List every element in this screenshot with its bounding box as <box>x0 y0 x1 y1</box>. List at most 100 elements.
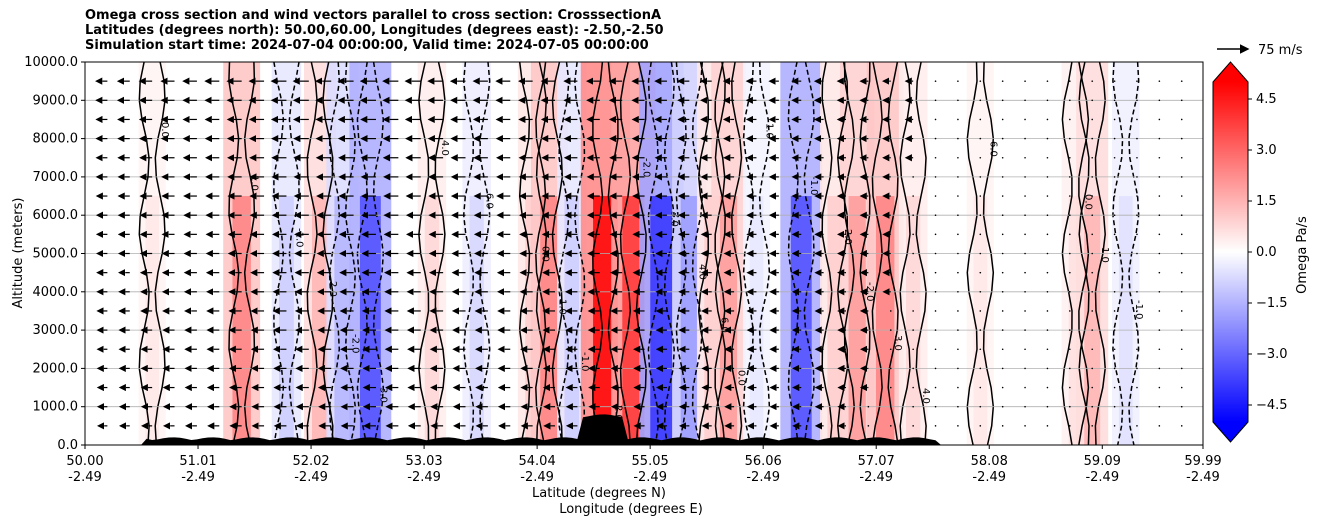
contour-label: 6.0 <box>719 317 730 333</box>
wind-vector <box>1113 137 1116 140</box>
y-tick-label: 3000.0 <box>33 323 79 338</box>
wind-vector <box>979 118 982 121</box>
wind-vector <box>1113 233 1116 236</box>
wind-vector <box>1113 329 1116 331</box>
contour-label: 2.0 <box>327 281 338 297</box>
wind-vector <box>1091 80 1094 82</box>
x-tick-label-lat: 55.05 <box>632 454 669 469</box>
wind-vector <box>979 405 982 408</box>
omega-band-core <box>279 196 294 445</box>
y-tick-label: 4000.0 <box>33 285 79 300</box>
omega-band-core <box>232 196 251 445</box>
omega-band-core <box>719 196 738 445</box>
x-tick-label-lon: -2.49 <box>633 470 667 485</box>
wind-vector <box>1069 195 1071 197</box>
y-tick-label: 9000.0 <box>33 93 79 108</box>
wind-vector <box>1024 405 1026 408</box>
wind-vector <box>889 425 892 427</box>
wind-vector <box>1113 214 1116 216</box>
contour-label: 6.0 <box>987 141 998 157</box>
wind-vector <box>1158 348 1161 351</box>
wind-vector <box>979 233 982 236</box>
y-axis-label: Altitude (meters) <box>11 198 26 309</box>
wind-vector <box>1001 386 1004 389</box>
wind-vector <box>1180 176 1183 178</box>
contour-label: 4.0 <box>696 264 707 280</box>
contour-label: 1.0 <box>1099 247 1110 263</box>
wind-vector <box>1113 99 1116 102</box>
omega-band-core <box>827 196 843 445</box>
wind-vector <box>957 80 959 82</box>
y-tick-label: 1000.0 <box>33 400 79 415</box>
wind-vector <box>1001 176 1004 178</box>
wind-vector <box>1024 252 1026 255</box>
colorbar-tick-label: 4.5 <box>1256 92 1277 107</box>
x-tick-label-lat: 51.01 <box>179 454 216 469</box>
wind-vector <box>1136 80 1138 82</box>
contour-label: 3.0 <box>377 387 388 403</box>
wind-vector <box>1113 310 1116 312</box>
contour-label: 0.0 <box>159 122 170 138</box>
wind-vector <box>979 80 982 82</box>
wind-vector <box>934 405 937 408</box>
wind-vector <box>1024 310 1026 312</box>
wind-vector <box>1069 99 1071 102</box>
y-tick-label: 10000.0 <box>24 55 78 70</box>
wind-vector <box>1158 405 1161 408</box>
wind-vector <box>912 367 914 370</box>
contour-label: -2.0 <box>349 334 360 354</box>
omega-band-core <box>906 196 921 445</box>
wind-vector <box>912 425 914 427</box>
wind-vector <box>1001 271 1004 274</box>
wind-vector <box>1091 425 1094 427</box>
wind-vector <box>1158 310 1161 312</box>
wind-vector <box>979 137 982 140</box>
wind-vector <box>957 329 959 331</box>
contour-label: 0.0 <box>735 370 746 386</box>
wind-vector <box>1180 291 1183 293</box>
wind-vector <box>1001 425 1004 427</box>
wind-vector <box>1113 291 1116 293</box>
wind-vector <box>934 386 937 389</box>
wind-vector <box>1046 425 1049 427</box>
wind-vector <box>934 118 937 121</box>
wind-vector <box>912 310 914 312</box>
omega-band-core <box>973 196 988 445</box>
wind-vector <box>1113 348 1116 351</box>
wind-vector <box>957 348 959 351</box>
colorbar: 4.5 3.0 1.5 0.0 −1.5 −3.0 −4.5 <box>1212 61 1288 443</box>
wind-vector <box>979 99 982 102</box>
x-tick-label-lat: 53.03 <box>405 454 442 469</box>
contour-label: 2.0 <box>612 405 623 421</box>
wind-vector <box>934 214 937 216</box>
wind-vector <box>1180 310 1183 312</box>
wind-vector <box>912 329 914 331</box>
wind-vector <box>1180 137 1183 140</box>
y-tick-label: 6000.0 <box>33 208 79 223</box>
wind-vector <box>1136 291 1138 293</box>
wind-vector <box>1091 329 1094 331</box>
wind-vector <box>1024 233 1026 236</box>
wind-vector <box>1046 214 1049 216</box>
omega-band-core <box>564 196 580 445</box>
wind-vector <box>1001 252 1004 255</box>
x-tick-label-lon: -2.49 <box>859 470 893 485</box>
wind-vector <box>867 405 870 408</box>
wind-vector <box>912 233 914 236</box>
contour-label: -2.0 <box>640 158 651 178</box>
contour-label: 1.0 <box>249 175 260 191</box>
wind-vector <box>1001 367 1004 370</box>
wind-vector <box>1091 405 1094 408</box>
wind-vector <box>934 329 937 331</box>
contour-label: 4.0 <box>920 388 931 404</box>
wind-vector <box>1024 329 1026 331</box>
wind-vector <box>1001 156 1004 159</box>
wind-vector <box>1136 99 1138 102</box>
wind-vector <box>1024 118 1026 121</box>
wind-vector <box>1024 195 1026 197</box>
wind-vector <box>957 252 959 255</box>
wind-vector <box>1113 386 1116 389</box>
x-axis-ticks: 50.00-2.4951.01-2.4952.02-2.4953.03-2.49… <box>66 445 1222 485</box>
contour-label: -1.0 <box>579 352 590 372</box>
wind-vector <box>1113 367 1116 370</box>
